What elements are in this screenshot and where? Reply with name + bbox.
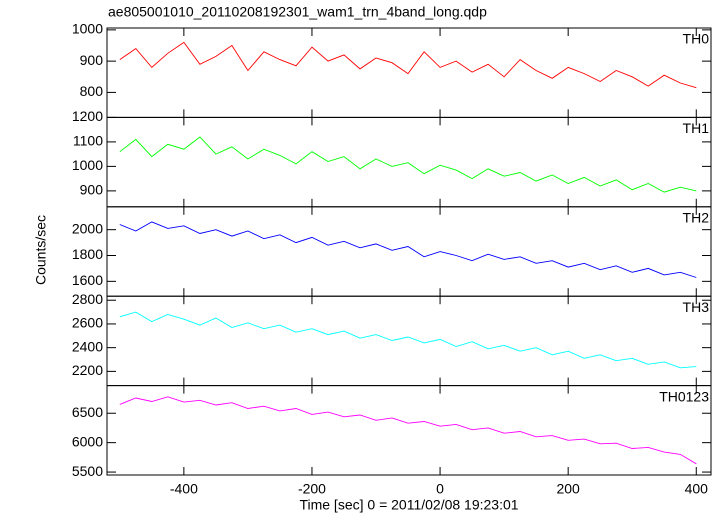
y-tick-label: 5500: [72, 463, 103, 479]
y-tick-label: 1200: [72, 108, 103, 124]
y-tick-label: 1600: [72, 272, 103, 288]
data-line: [119, 396, 697, 465]
legend-label: TH0123: [659, 388, 709, 404]
x-tick-label: 400: [685, 481, 709, 497]
y-tick-label: 1100: [73, 133, 103, 149]
y-tick-label: 2200: [72, 362, 103, 378]
y-tick-label: 1800: [72, 246, 103, 262]
x-axis-label: Time [sec] 0 = 2011/02/08 19:23:01: [299, 497, 518, 513]
legend-label: TH3: [683, 299, 710, 315]
y-tick-label: 6500: [72, 404, 103, 420]
data-line: [119, 41, 697, 89]
y-axis-label: Counts/sec: [33, 215, 49, 285]
y-tick-label: 900: [80, 52, 104, 68]
legend-label: TH1: [683, 120, 710, 136]
y-tick-label: 800: [80, 83, 104, 99]
data-line: [119, 221, 697, 278]
y-tick-label: 1000: [72, 21, 103, 37]
panel-frame: [106, 385, 712, 476]
y-tick-label: 2000: [72, 220, 103, 236]
y-tick-label: 900: [80, 182, 104, 198]
panel-frame: [106, 206, 712, 297]
y-tick-label: 1000: [72, 157, 103, 173]
x-tick-label: 0: [436, 481, 444, 497]
legend-label: TH2: [683, 210, 710, 226]
y-tick-label: 2600: [72, 315, 103, 331]
y-tick-label: 2400: [72, 338, 103, 354]
legend-label: TH0: [683, 31, 710, 47]
data-line: [119, 136, 697, 193]
x-tick-label: -200: [298, 481, 326, 497]
x-tick-label: -400: [170, 481, 198, 497]
y-tick-label: 2800: [72, 291, 103, 307]
chart-title: ae805001010_20110208192301_wam1_trn_4ban…: [108, 4, 487, 20]
panel-frame: [106, 116, 712, 208]
x-tick-label: 200: [556, 481, 580, 497]
data-line: [119, 311, 697, 369]
panel-frame: [106, 295, 712, 387]
y-tick-label: 6000: [72, 433, 103, 449]
